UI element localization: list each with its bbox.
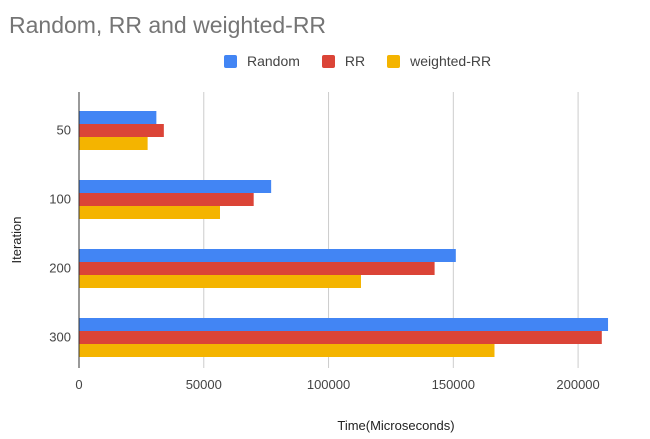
legend-item-rr: RR	[321, 53, 366, 69]
x-tick-label: 200000	[556, 377, 599, 392]
bar-random-100	[79, 180, 272, 193]
bar-rr-100	[79, 193, 254, 206]
x-tick-label: 100000	[307, 377, 350, 392]
x-axis-title: Time(Microseconds)	[337, 418, 454, 433]
y-tick-label: 300	[49, 330, 71, 345]
legend: Random RR weighted-RR	[224, 53, 513, 69]
bar-weighted-rr-200	[79, 275, 361, 288]
bar-random-50	[79, 111, 157, 124]
y-tick-label: 100	[49, 192, 71, 207]
bar-rr-300	[79, 331, 602, 344]
bar-rr-200	[79, 262, 435, 275]
x-tick-label: 50000	[186, 377, 222, 392]
x-tick-label: 0	[75, 377, 82, 392]
bar-weighted-rr-50	[79, 137, 148, 150]
legend-swatch-rr	[321, 54, 335, 68]
legend-swatch-weighted-rr	[387, 54, 401, 68]
bars	[79, 111, 609, 357]
x-tick-label: 150000	[432, 377, 475, 392]
y-tick-label: 50	[57, 123, 71, 138]
legend-label-random: Random	[247, 53, 300, 69]
legend-item-random: Random	[224, 53, 300, 69]
bar-rr-50	[79, 124, 164, 137]
bar-random-300	[79, 318, 609, 331]
y-tick-label: 200	[49, 261, 71, 276]
chart-title: Random, RR and weighted-RR	[9, 12, 327, 38]
bar-weighted-rr-300	[79, 344, 495, 357]
legend-swatch-random	[224, 54, 237, 68]
y-axis-title: Iteration	[9, 217, 24, 264]
tick-labels: 0 50000 100000 150000 200000 50 100 200 300	[49, 123, 599, 393]
bar-weighted-rr-100	[79, 206, 220, 219]
legend-item-weighted-rr: weighted-RR	[387, 53, 491, 69]
legend-label-weighted-rr: weighted-RR	[410, 53, 492, 69]
bar-random-200	[79, 249, 456, 262]
legend-label-rr: RR	[344, 53, 366, 69]
